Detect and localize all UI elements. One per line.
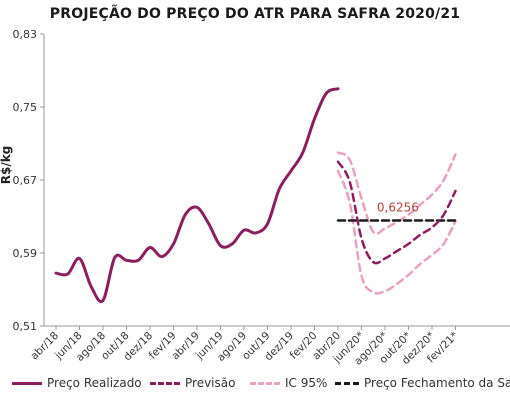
legend-swatch-dashed-icon <box>335 381 359 385</box>
legend-label: Preço Fechamento da Safra <box>364 376 510 390</box>
chart-title: PROJEÇÃO DO PREÇO DO ATR PARA SAFRA 2020… <box>49 6 461 22</box>
series-line-previsao <box>336 160 457 265</box>
legend-swatch-dashed-icon <box>250 381 280 385</box>
legend-item-preco-realizado: Preço Realizado <box>12 376 142 390</box>
legend-item-preco-fechamento: Preço Fechamento da Safra <box>335 376 510 390</box>
y-axis-label: R$/kg <box>0 146 13 185</box>
legend-item-previsao: Previsão <box>150 376 235 390</box>
chart-legend: Preço Realizado Previsão IC 95% Preço Fe… <box>0 376 510 396</box>
annotation-label: 0,6256 <box>377 201 419 215</box>
legend-label: Previsão <box>185 376 236 390</box>
y-tick-label: 0,83 <box>13 28 38 41</box>
legend-label: IC 95% <box>285 376 328 390</box>
y-tick-label: 0,67 <box>13 174 38 187</box>
legend-label: Preço Realizado <box>47 376 142 390</box>
series-line-preco-realizado <box>54 87 340 304</box>
legend-swatch-solid-icon <box>12 381 42 385</box>
y-tick-label: 0,59 <box>13 247 38 260</box>
series-line-ic-95-lower <box>336 169 457 295</box>
series-line-ic-95-upper <box>336 151 457 236</box>
y-tick-label: 0,51 <box>13 320 38 333</box>
legend-swatch-dashed-icon <box>150 381 180 385</box>
y-tick-label: 0,75 <box>13 101 38 114</box>
legend-item-ic-95: IC 95% <box>250 376 327 390</box>
